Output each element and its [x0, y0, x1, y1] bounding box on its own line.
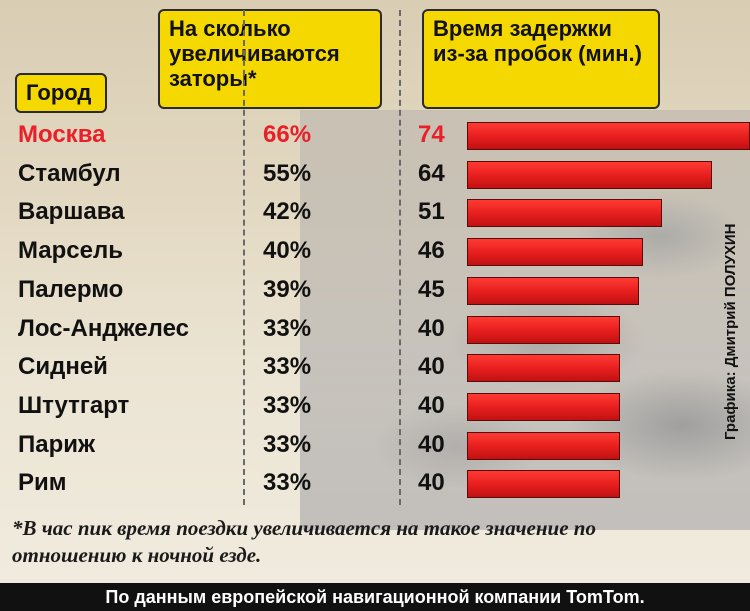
divider-line — [243, 10, 245, 505]
header-increase: На сколько увеличиваются заторы* — [158, 9, 382, 109]
city-label: Москва — [18, 121, 106, 148]
footnote: *В час пик время поездки увеличивается н… — [12, 516, 596, 567]
city-label: Палермо — [18, 275, 124, 303]
city-label: Штутгарт — [18, 391, 130, 419]
table-row: Париж 33% 40 — [0, 427, 750, 465]
delay-bar — [467, 122, 750, 150]
increase-label: 33% — [263, 430, 312, 458]
table-row: Москва 66% 74 — [0, 117, 750, 155]
city-label: Сидней — [18, 353, 108, 381]
increase-label: 33% — [263, 391, 312, 419]
delay-value-label: 64 — [418, 159, 445, 187]
delay-bar — [467, 431, 620, 460]
graphics-credit: Графика: Дмитрий ПОЛУХИН — [722, 223, 739, 440]
delay-value-label: 74 — [418, 121, 445, 148]
table-row: Сидней 33% 40 — [0, 349, 750, 387]
increase-label: 42% — [263, 198, 312, 226]
increase-label: 39% — [263, 275, 312, 303]
table-row: Стамбул 55% 64 — [0, 156, 750, 194]
delay-bar — [467, 354, 620, 383]
header-city: Город — [15, 73, 107, 113]
delay-bar — [467, 470, 620, 499]
city-label: Рим — [18, 469, 67, 497]
delay-value-label: 40 — [418, 314, 445, 342]
table-row: Палермо 39% 45 — [0, 272, 750, 310]
delay-bar — [467, 392, 620, 421]
delay-value-label: 40 — [418, 469, 445, 497]
delay-bar — [467, 160, 712, 189]
city-label: Лос-Анджелес — [18, 314, 189, 342]
delay-value-label: 46 — [418, 237, 445, 265]
delay-value-label: 40 — [418, 353, 445, 381]
city-label: Париж — [18, 430, 96, 458]
table-row: Штутгарт 33% 40 — [0, 388, 750, 426]
city-label: Варшава — [18, 198, 125, 226]
increase-label: 33% — [263, 353, 312, 381]
delay-bar — [467, 315, 620, 344]
source-line: По данным европейской навигационной комп… — [0, 583, 750, 611]
table-row: Лос-Анджелес 33% 40 — [0, 311, 750, 349]
delay-bar — [467, 199, 663, 228]
city-label: Марсель — [18, 237, 123, 265]
increase-label: 40% — [263, 237, 312, 265]
table-row: Варшава 42% 51 — [0, 194, 750, 232]
increase-label: 33% — [263, 314, 312, 342]
divider-line — [399, 10, 401, 505]
increase-label: 66% — [263, 121, 312, 148]
header-delay: Время задержки из-за пробок (мин.) — [422, 9, 660, 109]
increase-label: 33% — [263, 469, 312, 497]
city-label: Стамбул — [18, 159, 121, 187]
delay-bar — [467, 238, 643, 267]
delay-value-label: 40 — [418, 391, 445, 419]
delay-value-label: 40 — [418, 430, 445, 458]
table-row: Марсель 40% 46 — [0, 233, 750, 271]
delay-value-label: 45 — [418, 275, 445, 303]
delay-bar — [467, 276, 640, 305]
delay-value-label: 51 — [418, 198, 445, 226]
table-row: Рим 33% 40 — [0, 465, 750, 503]
increase-label: 55% — [263, 159, 312, 187]
